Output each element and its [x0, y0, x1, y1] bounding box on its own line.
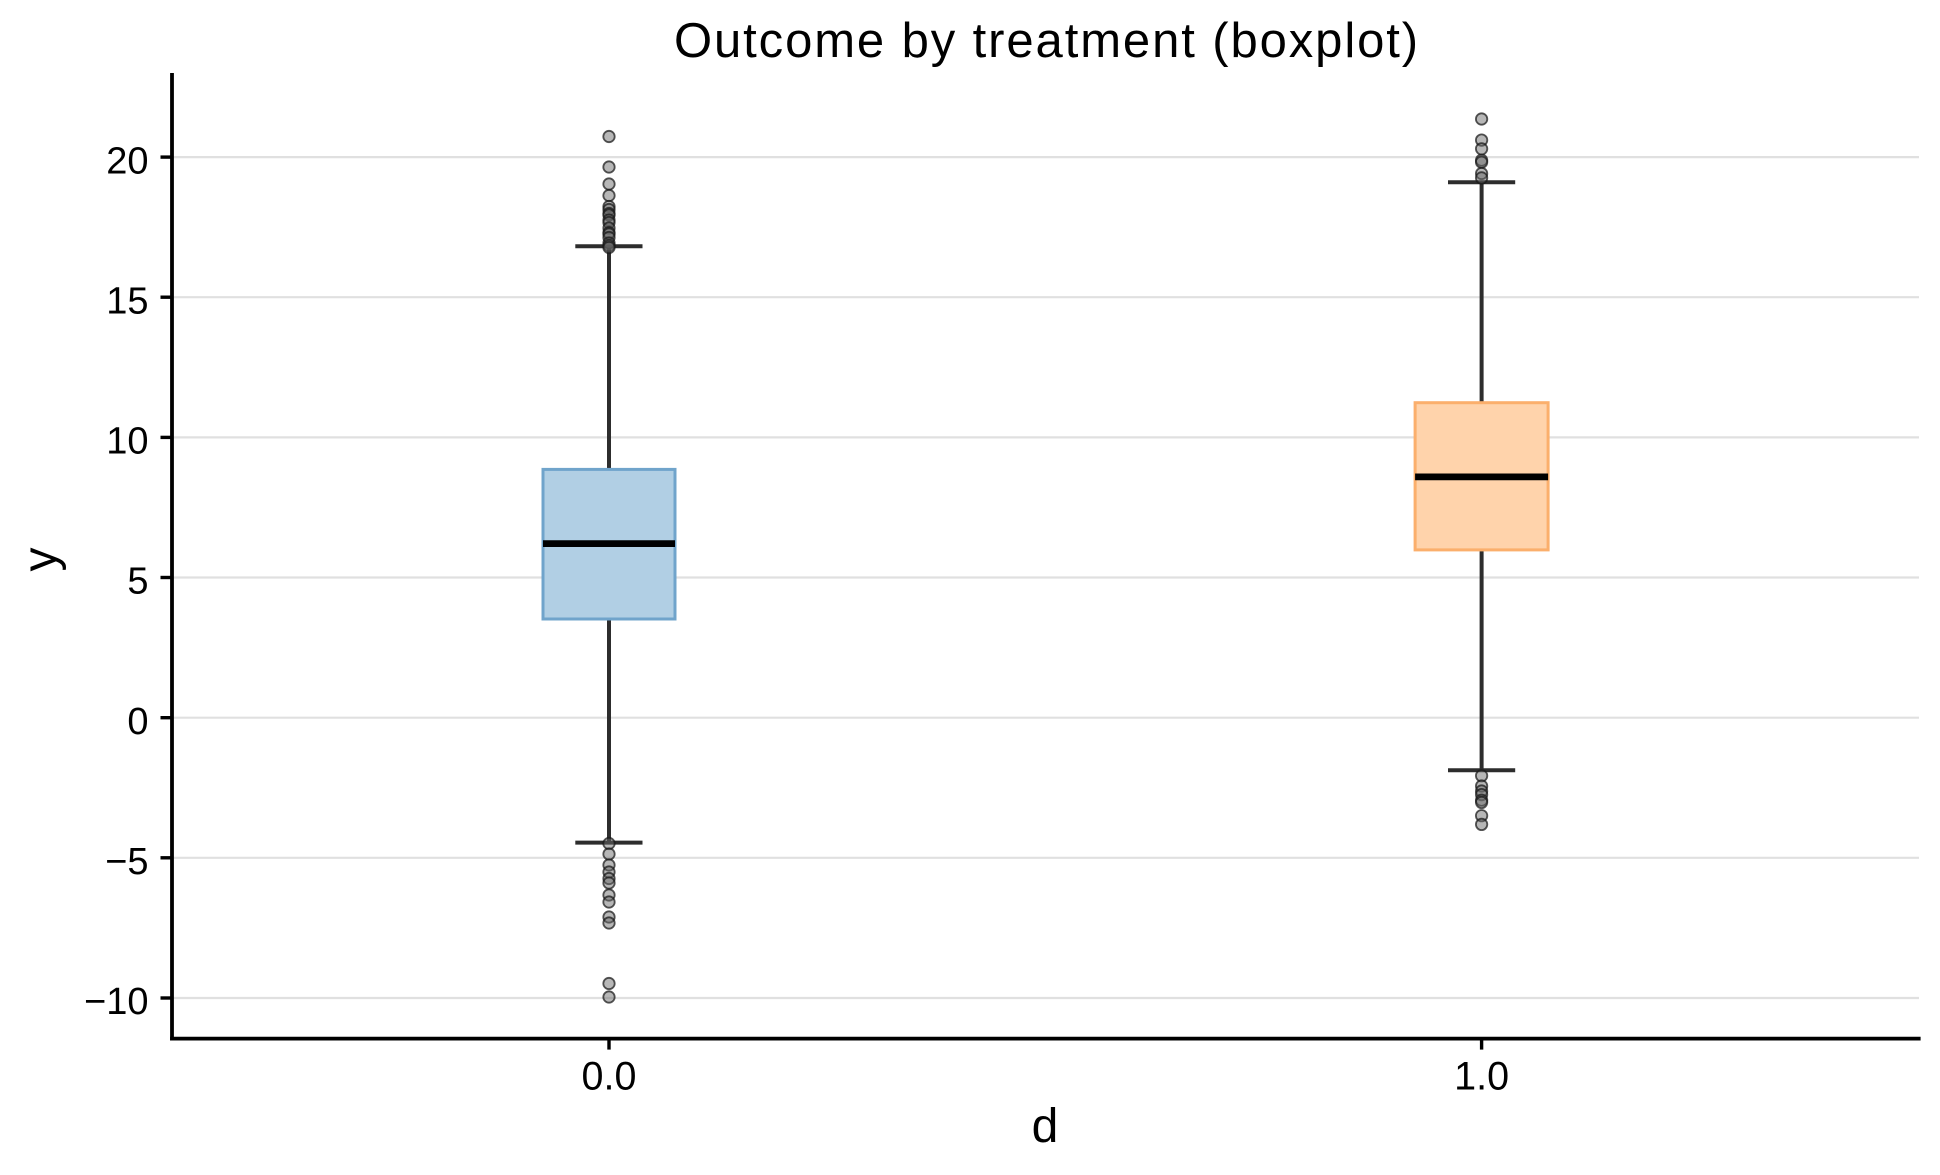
- svg-text:0: 0: [127, 701, 148, 743]
- svg-text:20: 20: [106, 140, 148, 182]
- svg-text:15: 15: [106, 280, 148, 322]
- svg-text:d: d: [1032, 1100, 1059, 1153]
- svg-text:0.0: 0.0: [582, 1054, 637, 1098]
- svg-text:y: y: [14, 548, 67, 572]
- svg-text:−10: −10: [84, 981, 148, 1023]
- svg-text:−5: −5: [105, 841, 148, 883]
- svg-text:Outcome by treatment (boxplot): Outcome by treatment (boxplot): [674, 14, 1420, 68]
- svg-text:5: 5: [127, 561, 148, 603]
- svg-text:10: 10: [106, 421, 148, 463]
- svg-text:1.0: 1.0: [1454, 1054, 1509, 1098]
